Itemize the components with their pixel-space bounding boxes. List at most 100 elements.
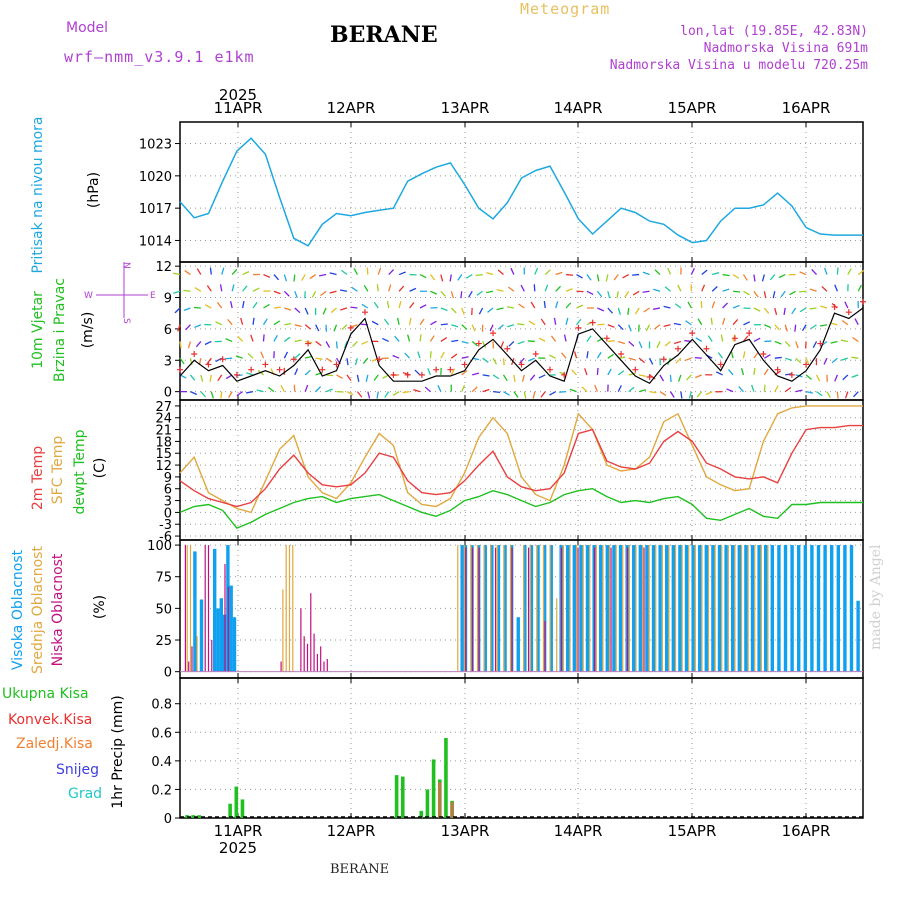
wind-arrow: [520, 284, 525, 292]
wind-arrow: [179, 341, 182, 349]
wind-arrow: [720, 334, 724, 342]
wind-arrow: [540, 391, 546, 398]
total-precip-bar: [197, 815, 202, 818]
y-tick-label: 12: [155, 260, 172, 275]
wind-arrow: [632, 290, 640, 296]
wind-arrow: [645, 324, 651, 332]
mid-cloud-bar: [189, 545, 192, 672]
wind-arrow: [694, 356, 702, 359]
gust-marker: [205, 361, 212, 368]
wind-arrow: [242, 285, 248, 292]
low-cloud-bar: [544, 621, 546, 672]
conv-precip-bar: [437, 782, 442, 818]
wind-arrow: [363, 284, 369, 292]
y-tick-label: 75: [155, 571, 172, 586]
wind-arrow: [726, 388, 734, 393]
high-cloud-bar: [618, 545, 623, 672]
y-tick-label: 0.8: [151, 698, 172, 713]
low-cloud-bar: [494, 547, 497, 672]
y-tick-label: 0.6: [151, 726, 172, 741]
gust-marker: [689, 330, 696, 337]
wind-arrow: [677, 284, 682, 292]
wind-arrow: [517, 340, 525, 345]
high-cloud-bar: [229, 585, 233, 672]
wind-arrow: [823, 357, 828, 365]
wind-arrow: [549, 354, 556, 359]
wind-arrow: [319, 273, 327, 277]
precip-ylabel: 1hr Precip (mm): [110, 695, 126, 808]
gust-marker: [248, 366, 255, 373]
wind-arrow: [430, 290, 438, 295]
gust-marker: [390, 371, 397, 378]
wind-arrow: [273, 335, 278, 342]
low-cloud-bar: [184, 545, 186, 672]
wind-arrow: [330, 307, 337, 314]
temp-2m-line: [179, 424, 863, 508]
wind-arrow: [346, 358, 349, 366]
high-cloud-bar: [632, 545, 636, 672]
low-cloud-bar: [313, 633, 315, 672]
wind-arrow: [566, 273, 574, 276]
wind-arrow: [246, 372, 254, 376]
wind-arrow: [656, 341, 661, 349]
wind-arrow: [716, 371, 723, 376]
legend-snow: Snijeg: [56, 762, 100, 778]
wind-arrow: [632, 273, 640, 276]
wind-arrow: [440, 337, 448, 342]
high-cloud-bar: [605, 545, 610, 672]
wind-arrow: [722, 288, 730, 292]
gust-marker: [760, 351, 767, 357]
mid-cloud-bar: [734, 545, 736, 672]
wind-arrow: [409, 287, 417, 292]
mid-cloud-bar: [463, 545, 465, 672]
wind-arrow: [200, 374, 204, 382]
mid-cloud-bar: [285, 545, 287, 672]
wind-arrow: [784, 340, 791, 347]
sfc-label: SFC Temp: [50, 436, 66, 505]
high-cloud-bar: [790, 545, 794, 672]
wind-arrow: [273, 306, 281, 309]
total-precip-bar: [185, 815, 189, 818]
panel-frame-precip: [179, 677, 864, 819]
wind-arrow: [772, 291, 776, 299]
y-tick-label: 0: [164, 386, 172, 401]
high-cloud-bar: [678, 545, 682, 672]
wind-arrow: [584, 368, 588, 376]
wind-arrow: [252, 301, 258, 309]
wind-arrow: [764, 324, 772, 329]
wind-arrow: [273, 320, 281, 326]
wind-arrow: [559, 390, 567, 393]
wind-arrow: [398, 285, 405, 292]
wind-arrow: [304, 384, 309, 392]
wind-arrow: [221, 267, 225, 275]
wind-arrow: [742, 351, 746, 359]
gust-marker: [361, 309, 368, 316]
wind-arrow: [852, 336, 859, 342]
wind-arrow: [461, 384, 466, 392]
wind-arrow: [851, 374, 859, 378]
gust-marker: [774, 366, 781, 373]
gust-marker: [831, 303, 838, 310]
wind-arrow: [320, 290, 327, 297]
mid-cloud-bar: [595, 545, 597, 672]
wind-arrow: [183, 289, 191, 292]
wind-arrow: [344, 341, 348, 349]
high-cloud-bar: [757, 545, 761, 672]
wind-arrow: [648, 357, 654, 365]
wind-arrow: [507, 286, 515, 292]
wind-arrow: [711, 272, 720, 276]
gust-marker: [518, 361, 525, 368]
wind-arrow: [607, 307, 613, 314]
wind-arrow: [190, 391, 198, 396]
wind-arrow: [674, 303, 682, 309]
day-label-top: 14APR: [554, 99, 603, 117]
high-cloud-bar: [572, 545, 577, 672]
wind-arrow: [534, 267, 539, 275]
wind-arrow: [540, 318, 546, 326]
wind-arrow: [753, 337, 761, 343]
wind-arrow: [774, 324, 780, 331]
wind-arrow: [769, 274, 776, 281]
wind-arrow: [471, 386, 478, 393]
wind-arrow: [774, 356, 782, 359]
compass-s: S: [121, 318, 131, 324]
